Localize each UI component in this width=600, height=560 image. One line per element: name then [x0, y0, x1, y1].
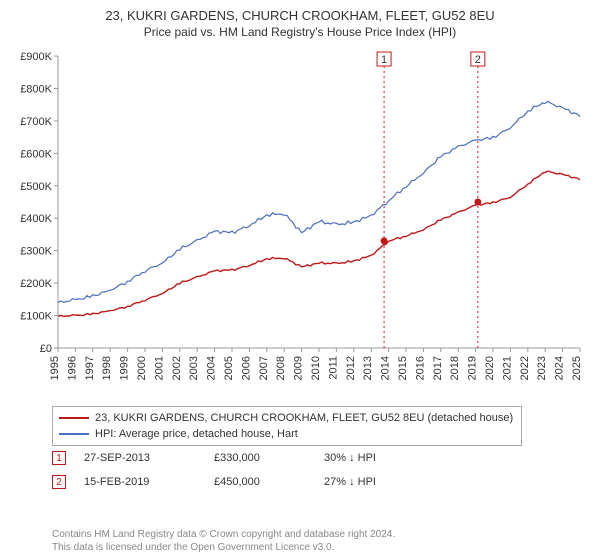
- y-axis-tick-label: £800K: [20, 83, 52, 95]
- x-axis-tick-label: 2011: [327, 356, 339, 380]
- x-axis-tick-label: 2024: [554, 356, 566, 380]
- y-axis-tick-label: £200K: [20, 278, 52, 290]
- x-axis-tick-label: 2015: [397, 356, 409, 380]
- transaction-price: £450,000: [214, 476, 324, 488]
- x-axis-tick-label: 1997: [84, 356, 96, 380]
- x-axis-tick-label: 2014: [380, 356, 392, 380]
- x-axis-tick-label: 1999: [119, 356, 131, 380]
- transaction-row: 2 15-FEB-2019£450,00027% ↓ HPI: [52, 470, 376, 494]
- x-axis-tick-label: 2021: [501, 356, 513, 380]
- x-axis-tick-label: 2002: [171, 356, 183, 380]
- legend-label: 23, KUKRI GARDENS, CHURCH CROOKHAM, FLEE…: [95, 412, 513, 424]
- x-axis-tick-label: 2005: [223, 356, 235, 380]
- y-axis-tick-label: £700K: [20, 116, 52, 128]
- transaction-marker: 2: [52, 475, 66, 489]
- footnote-line: This data is licensed under the Open Gov…: [52, 541, 395, 554]
- transaction-price: £330,000: [214, 452, 324, 464]
- legend-item: 23, KUKRI GARDENS, CHURCH CROOKHAM, FLEE…: [59, 410, 515, 426]
- legend-swatch: [59, 433, 89, 435]
- legend-item: HPI: Average price, detached house, Hart: [59, 426, 515, 442]
- x-axis-tick-label: 2020: [484, 356, 496, 380]
- x-axis-tick-label: 2019: [467, 356, 479, 380]
- x-axis-tick-label: 2025: [571, 356, 583, 380]
- series-line-property: [58, 171, 580, 316]
- transaction-date: 15-FEB-2019: [84, 476, 214, 488]
- x-axis-tick-label: 2010: [310, 356, 322, 380]
- chart-subtitle: Price paid vs. HM Land Registry's House …: [0, 25, 600, 39]
- y-axis-tick-label: £300K: [20, 246, 52, 258]
- y-axis-tick-label: £100K: [20, 311, 52, 323]
- x-axis-tick-label: 2017: [432, 356, 444, 380]
- transaction-vs-hpi: 30% ↓ HPI: [324, 452, 376, 464]
- x-axis-tick-label: 2009: [293, 356, 305, 380]
- x-axis-tick-label: 2004: [206, 356, 218, 380]
- x-axis-tick-label: 2016: [414, 356, 426, 380]
- chart-plot-area: £0 £100K £200K £300K £400K £500K £600K £700K £80…: [10, 48, 590, 398]
- chart-title-address: 23, KUKRI GARDENS, CHURCH CROOKHAM, FLEE…: [0, 8, 600, 23]
- legend-label: HPI: Average price, detached house, Hart: [95, 428, 298, 440]
- x-axis-tick-label: 2013: [362, 356, 374, 380]
- y-axis-tick-label: £400K: [20, 213, 52, 225]
- series-line-hpi: [58, 101, 580, 302]
- y-axis-tick-label: £900K: [20, 51, 52, 63]
- y-axis-tick-label: £0: [40, 343, 52, 355]
- x-axis-tick-label: 2008: [275, 356, 287, 380]
- transaction-marker: 1: [52, 451, 66, 465]
- y-axis-tick-label: £500K: [20, 181, 52, 193]
- x-axis-tick-label: 2006: [240, 356, 252, 380]
- x-axis-tick-label: 2001: [153, 356, 165, 380]
- footnotes: Contains HM Land Registry data © Crown c…: [52, 528, 395, 554]
- x-axis-tick-label: 2000: [136, 356, 148, 380]
- x-axis-tick-label: 2003: [188, 356, 200, 380]
- transaction-row: 1 27-SEP-2013£330,00030% ↓ HPI: [52, 446, 376, 470]
- title-area: 23, KUKRI GARDENS, CHURCH CROOKHAM, FLEE…: [0, 0, 600, 39]
- legend-box: 23, KUKRI GARDENS, CHURCH CROOKHAM, FLEE…: [52, 406, 522, 446]
- chart-svg: £0 £100K £200K £300K £400K £500K £600K £700K £80…: [10, 48, 590, 398]
- transaction-date: 27-SEP-2013: [84, 452, 214, 464]
- y-axis-tick-label: £600K: [20, 148, 52, 160]
- x-axis-tick-label: 2023: [536, 356, 548, 380]
- x-axis-tick-label: 2012: [345, 356, 357, 380]
- transactions-table: 1 27-SEP-2013£330,00030% ↓ HPI 2 15-FEB-201…: [52, 446, 376, 494]
- legend-swatch: [59, 417, 89, 419]
- transaction-vs-hpi: 27% ↓ HPI: [324, 476, 376, 488]
- x-axis-tick-label: 1998: [101, 356, 113, 380]
- x-axis-tick-label: 2007: [258, 356, 270, 380]
- marker-label: 2: [475, 54, 481, 66]
- x-axis-tick-label: 2018: [449, 356, 461, 380]
- chart-container: 23, KUKRI GARDENS, CHURCH CROOKHAM, FLEE…: [0, 0, 600, 560]
- marker-label: 1: [381, 54, 387, 66]
- x-axis-tick-label: 1995: [49, 356, 61, 380]
- footnote-line: Contains HM Land Registry data © Crown c…: [52, 528, 395, 541]
- x-axis-tick-label: 2022: [519, 356, 531, 380]
- x-axis-tick-label: 1996: [66, 356, 78, 380]
